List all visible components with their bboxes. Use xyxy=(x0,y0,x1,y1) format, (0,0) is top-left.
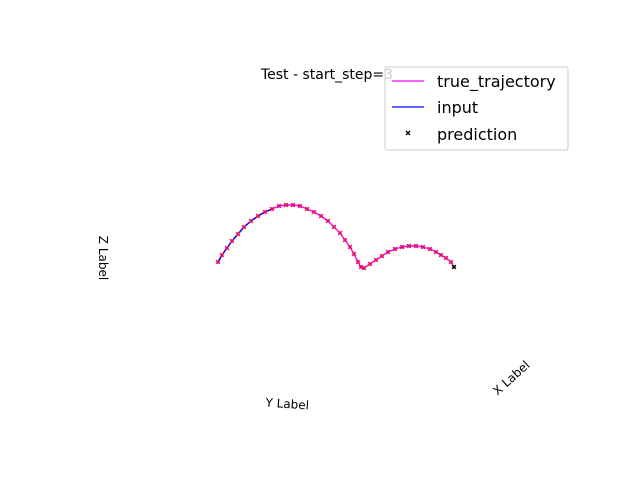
prediction-point xyxy=(443,255,449,261)
prediction-point xyxy=(448,259,454,265)
prediction-point xyxy=(420,244,426,250)
prediction-point xyxy=(318,213,324,219)
prediction-point xyxy=(379,253,385,259)
prediction-point xyxy=(406,243,412,249)
prediction-point xyxy=(283,202,289,208)
prediction-point xyxy=(385,249,391,255)
prediction-point xyxy=(304,206,310,212)
legend: true_trajectory input prediction xyxy=(384,66,569,151)
prediction-point xyxy=(229,238,235,244)
input-line xyxy=(217,208,273,263)
prediction-point xyxy=(290,202,296,208)
prediction-point xyxy=(269,206,275,212)
prediction-point xyxy=(311,209,317,215)
prediction-point xyxy=(373,257,379,263)
prediction-point xyxy=(427,246,433,252)
prediction-point xyxy=(276,203,282,209)
true-trajectory-line xyxy=(217,204,455,269)
legend-true-trajectory-label: true_trajectory xyxy=(437,72,556,92)
prediction-point xyxy=(351,251,357,257)
plot-area xyxy=(215,202,457,271)
prediction-point xyxy=(325,218,331,224)
prediction-point xyxy=(241,224,247,230)
prediction-point xyxy=(342,237,348,243)
y-axis-label: Y Label xyxy=(264,395,309,412)
prediction-point xyxy=(219,252,225,258)
z-axis-label: Z Label xyxy=(96,236,110,280)
prediction-point xyxy=(297,203,303,209)
prediction-point xyxy=(392,246,398,252)
prediction-point xyxy=(413,243,419,249)
chart-title: Test - start_step=3 xyxy=(260,67,393,83)
prediction-point xyxy=(361,265,367,271)
legend-prediction-label: prediction xyxy=(437,125,517,144)
prediction-point xyxy=(451,264,457,270)
prediction-point xyxy=(262,209,268,215)
prediction-point xyxy=(215,259,221,265)
prediction-point xyxy=(337,230,343,236)
prediction-point xyxy=(367,261,373,267)
prediction-point xyxy=(433,249,439,255)
prediction-point xyxy=(331,224,337,230)
prediction-point xyxy=(355,259,361,265)
prediction-point xyxy=(255,213,261,219)
legend-input-label: input xyxy=(437,98,478,117)
prediction-point xyxy=(358,264,364,270)
legend-prediction-marker xyxy=(405,130,411,136)
prediction-point xyxy=(235,231,241,237)
legend-frame xyxy=(384,66,569,151)
x-axis-label: X Label xyxy=(490,358,532,398)
prediction-point xyxy=(438,252,444,258)
prediction-point xyxy=(224,245,230,251)
prediction-point xyxy=(248,218,254,224)
prediction-point xyxy=(347,244,353,250)
prediction-point xyxy=(399,244,405,250)
